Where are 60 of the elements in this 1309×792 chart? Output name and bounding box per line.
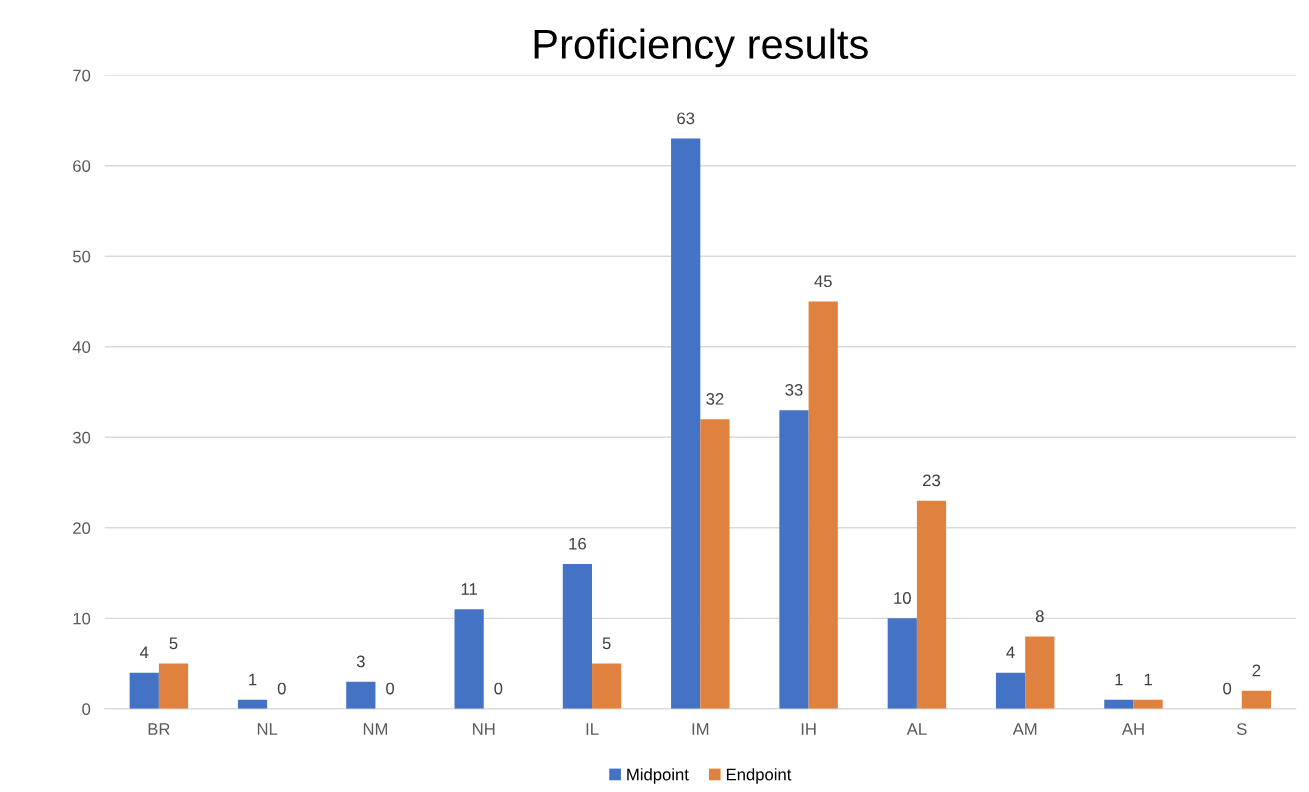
bar <box>887 618 917 709</box>
data-label: 0 <box>386 682 395 695</box>
x-tick-label: AH <box>1121 723 1144 735</box>
y-tick-label: 70 <box>73 69 91 82</box>
data-label: 1 <box>1115 673 1123 686</box>
data-label: 1 <box>249 673 257 686</box>
data-label: 3 <box>356 655 365 668</box>
y-tick-label: 20 <box>73 522 91 535</box>
bar <box>1241 690 1271 709</box>
x-tick-label: AL <box>906 723 927 735</box>
x-tick-label: NH <box>473 723 495 735</box>
data-label: 63 <box>677 112 695 125</box>
bar <box>808 301 838 709</box>
x-tick-label: BR <box>148 723 170 735</box>
data-label: 16 <box>569 537 586 550</box>
data-label: 5 <box>169 637 178 650</box>
x-tick-label: NL <box>257 723 278 735</box>
bar <box>1133 699 1163 709</box>
x-tick-label: IM <box>692 723 709 735</box>
data-label: 11 <box>461 583 477 595</box>
data-label: 32 <box>706 392 724 405</box>
bar <box>346 681 376 709</box>
bar <box>671 138 701 709</box>
y-tick-label: 40 <box>72 341 91 353</box>
data-label: 4 <box>139 646 149 659</box>
bar <box>454 609 484 709</box>
bar <box>158 663 189 709</box>
data-label: 5 <box>602 637 611 650</box>
x-tick-label: NM <box>363 723 388 735</box>
chart-title: Proficiency results <box>534 28 868 68</box>
x-tick-label: S <box>1236 723 1247 735</box>
legend-label: Endpoint <box>726 768 792 784</box>
data-label: 4 <box>1006 646 1015 659</box>
data-label: 1 <box>1144 673 1152 686</box>
data-label: 33 <box>785 383 803 396</box>
x-tick-label: IH <box>801 723 816 735</box>
bar <box>995 672 1026 709</box>
bar <box>916 500 947 709</box>
data-label: 23 <box>923 474 941 487</box>
data-label: 10 <box>894 592 911 604</box>
legend-label: Midpoint <box>627 768 689 784</box>
x-tick-label: AM <box>1012 723 1037 735</box>
x-tick-label: IL <box>586 723 599 735</box>
y-tick-label: 0 <box>82 703 91 716</box>
data-label: 8 <box>1035 610 1044 623</box>
data-label: 45 <box>814 275 832 288</box>
y-tick-label: 50 <box>72 250 91 263</box>
bar <box>700 419 730 709</box>
bar <box>1025 636 1055 709</box>
data-label: 0 <box>494 682 503 695</box>
y-tick-label: 30 <box>72 431 91 444</box>
data-label: 0 <box>1223 682 1232 695</box>
bar <box>562 564 593 709</box>
bar <box>592 663 622 709</box>
bar <box>129 672 159 709</box>
data-label: 2 <box>1252 664 1261 677</box>
y-tick-label: 10 <box>73 612 91 625</box>
bar <box>779 410 809 709</box>
y-tick-label: 60 <box>73 160 91 172</box>
data-label: 0 <box>277 682 286 695</box>
